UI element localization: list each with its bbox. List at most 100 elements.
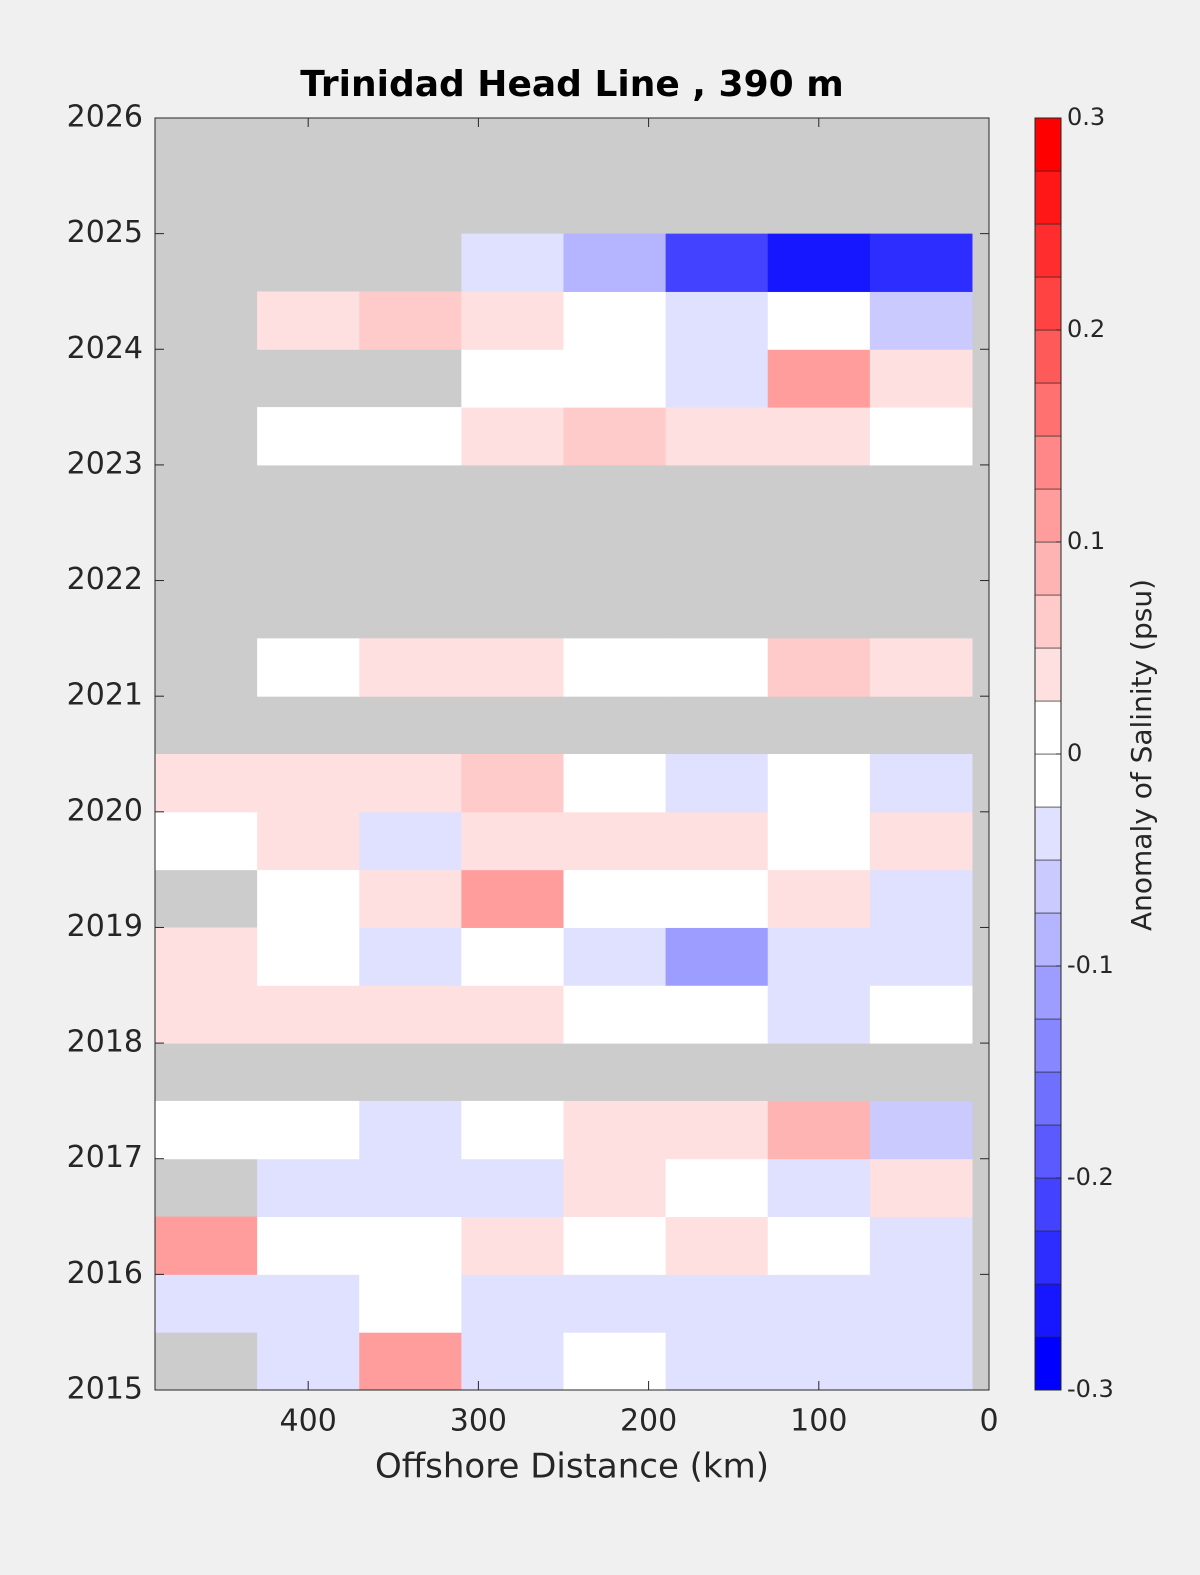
field-cell (665, 291, 769, 350)
colorbar-bin (1034, 859, 1062, 914)
x-tick-label: 200 (620, 1404, 677, 1439)
colorbar-label: Anomaly of Salinity (psu) (1125, 579, 1158, 931)
y-tick-label: 2017 (67, 1140, 143, 1175)
colorbar-bin (1034, 1283, 1062, 1338)
colorbar-bin (1034, 647, 1062, 702)
field-cell (869, 811, 973, 871)
field-cell (563, 927, 667, 986)
field-cell (767, 1274, 871, 1333)
field-cell (563, 869, 667, 928)
field-cell (767, 1216, 871, 1275)
field-cell (563, 754, 667, 813)
field-cell (869, 1100, 973, 1160)
field-cell (767, 1158, 871, 1218)
field-cell (155, 1274, 258, 1333)
colorbar-bin (1034, 1018, 1062, 1073)
x-tick-label: 400 (280, 1404, 337, 1439)
field-cell (563, 1100, 667, 1160)
colorbar-tick-label: -0.2 (1067, 1163, 1114, 1191)
field-cell (155, 811, 258, 871)
field-cell (461, 1158, 564, 1218)
field-cell (767, 1332, 871, 1390)
field-cell (767, 233, 871, 292)
x-tick-label: 300 (450, 1404, 507, 1439)
colorbar-tick-label: 0.2 (1067, 315, 1105, 343)
field-cell (461, 638, 564, 697)
field-cell (665, 811, 769, 871)
colorbar-tick-label: -0.3 (1067, 1375, 1114, 1403)
field-cell (359, 927, 462, 986)
field-cell (257, 754, 360, 813)
field-cell (257, 927, 360, 986)
field-cell (461, 1274, 564, 1333)
colorbar-bin (1034, 753, 1062, 808)
colorbar-bin (1034, 329, 1062, 384)
field-cell (257, 291, 360, 350)
field-cell (767, 811, 871, 871)
field-cell (563, 407, 667, 466)
field-cell (461, 1100, 564, 1160)
field-cell (869, 1332, 973, 1390)
field-cell (665, 754, 769, 813)
field-cell (767, 638, 871, 697)
field-cell (665, 1274, 769, 1333)
y-tick-label: 2021 (67, 678, 143, 713)
field-cell (767, 869, 871, 928)
field-cell (563, 1158, 667, 1218)
field-cell (767, 1100, 871, 1160)
colorbar-tick-label: 0.1 (1067, 527, 1105, 555)
colorbar-bin (1034, 912, 1062, 967)
x-tick-label: 100 (790, 1404, 847, 1439)
field-cell (563, 985, 667, 1044)
field-cell (869, 638, 973, 697)
y-tick-label: 2025 (67, 215, 143, 250)
field-cell (767, 349, 871, 408)
field-cell (869, 1274, 973, 1333)
field-cell (461, 1216, 564, 1275)
field-cell (767, 291, 871, 350)
y-tick-label: 2020 (67, 793, 143, 828)
field-cell (767, 927, 871, 986)
field (155, 233, 973, 1390)
y-tick-label: 2026 (67, 100, 143, 135)
field-cell (359, 638, 462, 697)
field-cell (359, 1158, 462, 1218)
colorbar-tick-label: -0.1 (1067, 951, 1114, 979)
field-cell (359, 1332, 462, 1390)
field-cell (155, 754, 258, 813)
field-cell (461, 754, 564, 813)
colorbar-bin (1034, 965, 1062, 1020)
colorbar-bin (1034, 223, 1062, 278)
field-cell (665, 1332, 769, 1390)
field-cell (257, 1158, 360, 1218)
y-tick-label: 2016 (67, 1256, 143, 1291)
field-cell (359, 407, 462, 466)
field-cell (869, 291, 973, 350)
field-cell (461, 811, 564, 871)
field-cell (665, 927, 769, 986)
field-cell (869, 349, 973, 408)
field-cell (665, 1216, 769, 1275)
field-cell (563, 638, 667, 697)
field-cell (767, 754, 871, 813)
field-cell (359, 754, 462, 813)
field-cell (461, 407, 564, 466)
field-cell (461, 985, 564, 1044)
field-cell (461, 233, 564, 292)
field-cell (563, 811, 667, 871)
x-axis-label: Offshore Distance (km) (375, 1447, 769, 1487)
y-tick-label: 2015 (67, 1372, 143, 1407)
colorbar-bin (1034, 806, 1062, 861)
field-cell (359, 1216, 462, 1275)
field-cell (257, 1216, 360, 1275)
field-cell (563, 1332, 667, 1390)
field-cell (665, 869, 769, 928)
field-cell (257, 407, 360, 466)
plot-frame (154, 117, 990, 1391)
y-tick-label: 2024 (67, 331, 143, 366)
colorbar-tick-label: 0 (1067, 739, 1082, 767)
colorbar-bin (1034, 488, 1062, 543)
field-cell (257, 869, 360, 928)
field-cell (869, 407, 973, 466)
field-cell (359, 291, 462, 350)
